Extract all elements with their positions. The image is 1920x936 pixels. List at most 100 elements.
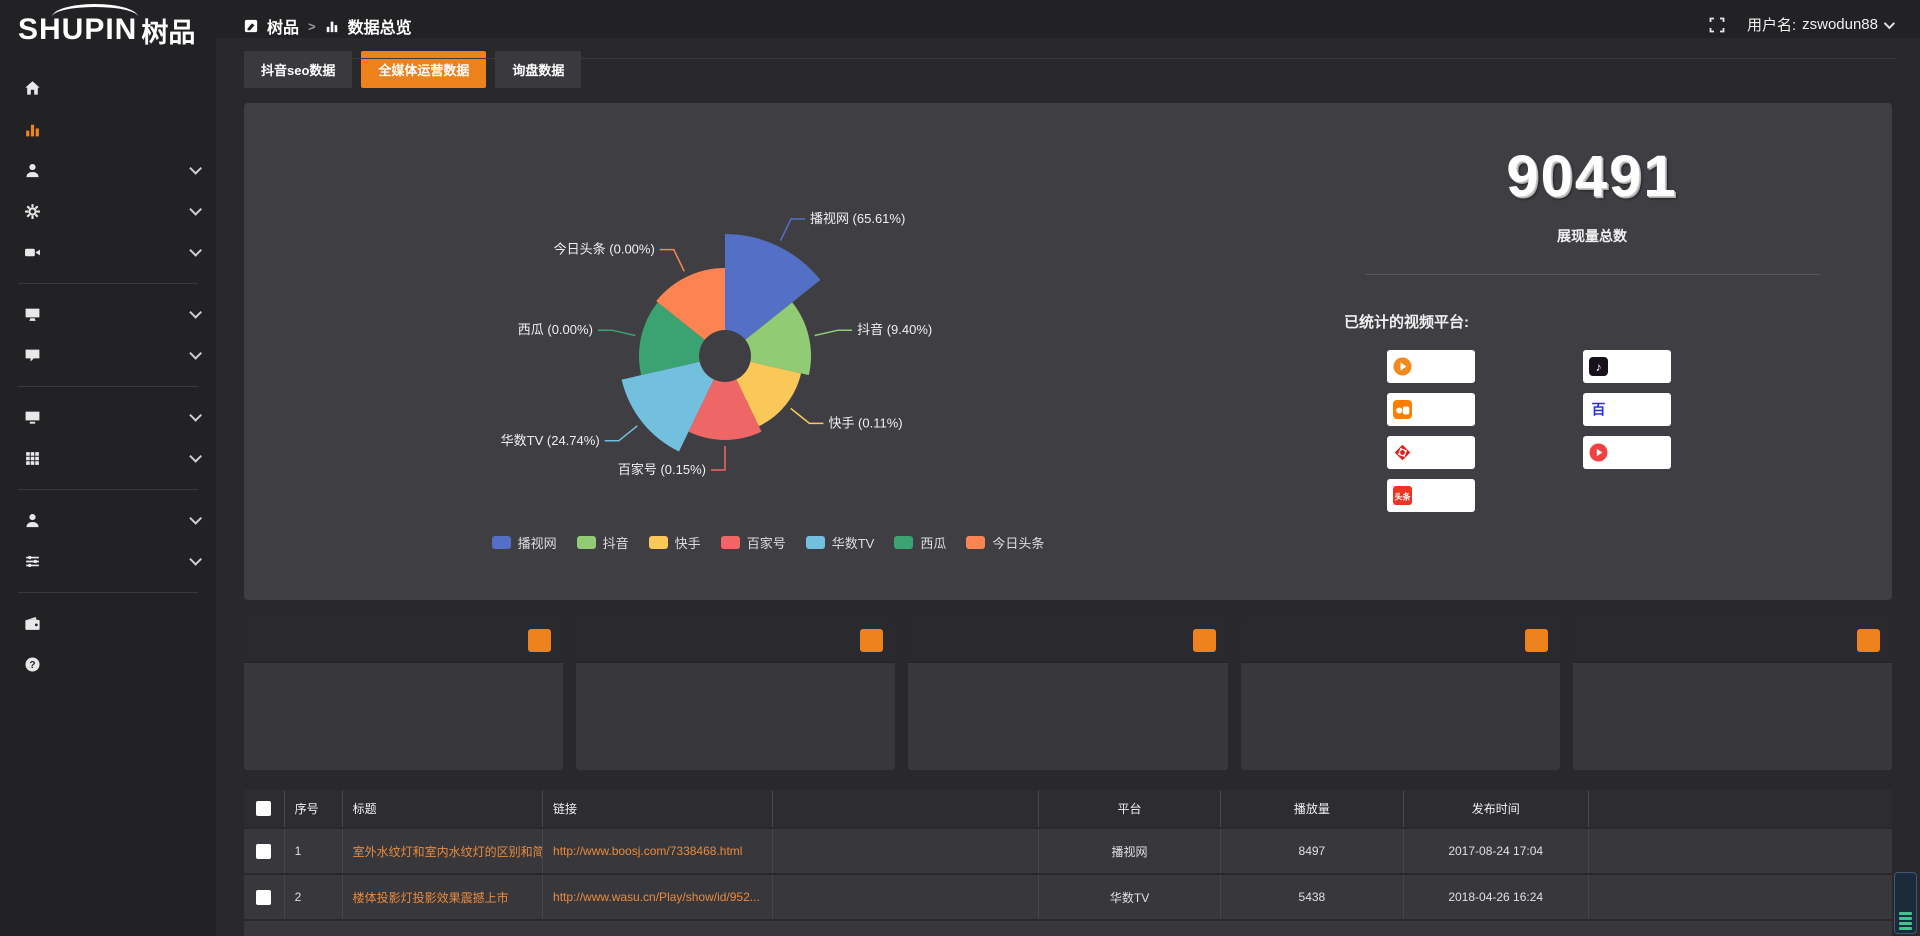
username-value: zswodun88 <box>1802 16 1878 33</box>
total-badge[interactable] <box>528 628 552 652</box>
stat-card-body <box>576 663 896 770</box>
chevron-down-icon <box>189 203 202 216</box>
fullscreen-icon[interactable] <box>1709 17 1725 33</box>
pie-slice-百家号[interactable] <box>688 379 762 440</box>
floating-widget[interactable] <box>1894 872 1917 934</box>
platform-badge-toutiao[interactable]: 头条 <box>1387 479 1475 512</box>
total-badge[interactable] <box>1857 628 1881 652</box>
row-checkbox[interactable] <box>256 843 272 859</box>
breadcrumb-root[interactable]: 树品 <box>267 20 300 37</box>
stat-card-header <box>908 618 1228 663</box>
legend-swatch <box>491 536 511 549</box>
legend-item-今日头条[interactable]: 今日头条 <box>966 533 1044 552</box>
breadcrumb-current: 数据总览 <box>347 20 412 37</box>
sidebar-divider <box>18 283 198 284</box>
platform-badge-douyin[interactable]: ♪ <box>1583 350 1671 383</box>
video-table: 序号 标题 链接 平台 播放量 发布时间 1 室外水纹灯和室内水纹灯的区别和简介… <box>244 790 1892 936</box>
video-title-link[interactable]: 楼体投影灯投影效果震撼上市 <box>352 890 509 905</box>
row-checkbox[interactable] <box>256 889 272 905</box>
total-badge[interactable] <box>860 628 884 652</box>
pie-slice-今日头条[interactable] <box>656 268 725 340</box>
main-area: 树品 > 数据总览 用户名: zswodun88 <box>216 0 1920 936</box>
topbar-right: 用户名: zswodun88 <box>1709 14 1896 35</box>
breadcrumb-separator: > <box>308 18 316 34</box>
cell-title: 室外水纹灯和室内水纹灯的区别和简介 <box>342 828 544 874</box>
tab-media-operation-data[interactable]: 全媒体运营数据 <box>361 51 487 88</box>
sidebar-item-data-overview[interactable] <box>0 109 216 150</box>
pie-slice-华数TV[interactable] <box>621 361 714 452</box>
overview-panel: 播视网 (65.61%) 抖音 (9.40%) 快手 (0.11%) 百家号 (0.1… <box>244 103 1892 600</box>
toutiao-icon: 头条 <box>1393 486 1412 505</box>
select-all-checkbox[interactable] <box>256 801 272 817</box>
tab-inquiry-data[interactable]: 询盘数据 <box>495 51 582 88</box>
pie-label-line <box>711 446 726 471</box>
user-chevron-icon <box>1883 17 1896 29</box>
stat-card-header <box>1240 618 1560 663</box>
sidebar-item-clue-monitor[interactable] <box>0 541 216 582</box>
pie-label-line <box>597 329 636 337</box>
row-checkbox-cell <box>244 874 285 920</box>
total-badge[interactable] <box>1524 628 1548 652</box>
cell-spacer <box>772 828 1039 874</box>
legend-item-抖音[interactable]: 抖音 <box>576 533 629 552</box>
table-row: 2 楼体投影灯投影效果震撼上市 http://www.wasu.cn/Play/… <box>244 874 1892 920</box>
legend-label: 抖音 <box>602 536 629 551</box>
platform-badge-kuaishou[interactable] <box>1387 393 1475 426</box>
legend-item-快手[interactable]: 快手 <box>648 533 701 552</box>
cell-time: 2018-04-26 16:24 <box>1403 874 1589 920</box>
pie-label: 今日头条 (0.00%) <box>554 242 655 257</box>
sidebar-item-media-operation[interactable] <box>0 397 216 438</box>
total-badge[interactable] <box>1192 628 1216 652</box>
platform-badge-baijiahao[interactable]: 百 <box>1583 393 1671 426</box>
pie-label: 西瓜 (0.00%) <box>518 322 593 337</box>
home-icon <box>24 80 42 98</box>
header-checkbox-cell <box>244 790 285 828</box>
pie-slice-抖音[interactable] <box>745 302 811 376</box>
legend-swatch <box>894 536 914 549</box>
video-title-link[interactable]: 室外水纹灯和室内水纹灯的区别和简介 <box>352 844 543 859</box>
pie-slice-快手[interactable] <box>736 361 802 427</box>
app-logo[interactable]: SHUPIN 树品 <box>0 0 216 60</box>
header-platform: 平台 <box>1038 790 1222 828</box>
user-menu[interactable]: 用户名: zswodun88 <box>1747 14 1896 35</box>
chevron-down-icon <box>189 162 202 175</box>
header-no: 序号 <box>284 790 343 828</box>
sidebar-item-video-publish[interactable] <box>0 232 216 273</box>
sidebar-item-account-manage[interactable] <box>0 150 216 191</box>
legend-item-百家号[interactable]: 百家号 <box>720 533 786 552</box>
data-tabs: 抖音seo数据 全媒体运营数据 询盘数据 <box>216 38 1920 88</box>
legend-item-西瓜[interactable]: 西瓜 <box>894 533 946 552</box>
tab-douyin-seo-data[interactable]: 抖音seo数据 <box>244 51 353 88</box>
pie-slice-播视网[interactable] <box>725 234 821 340</box>
total-impressions-label: 展现量总数 <box>1557 228 1627 244</box>
svg-text:♪: ♪ <box>1596 360 1602 374</box>
sidebar-item-douketong[interactable] <box>0 335 216 376</box>
pie-label: 百家号 (0.15%) <box>618 462 706 477</box>
pie-slice-西瓜[interactable] <box>639 302 705 376</box>
sidebar-item-douyin-seo[interactable] <box>0 191 216 232</box>
chart-legend: 播视网 抖音 快手 百家号 华数TV 西瓜 今日头条 <box>244 533 1292 552</box>
stat-card-body <box>908 663 1228 770</box>
sidebar-item-matrix-boost[interactable] <box>0 438 216 479</box>
sidebar-item-member-baoke[interactable] <box>0 500 216 541</box>
sidebar-item-home[interactable] <box>0 68 216 109</box>
video-url-link[interactable]: http://www.wasu.cn/Play/show/id/952... <box>553 890 760 904</box>
platform-badge-boosj[interactable] <box>1387 350 1475 383</box>
pie-label-line <box>604 425 638 442</box>
stat-card-video-count <box>244 618 564 770</box>
video-url-link[interactable]: http://www.boosj.com/7338468.html <box>553 844 743 858</box>
sidebar-item-video-heating[interactable] <box>0 294 216 335</box>
sidebar-item-consume-detail[interactable] <box>0 603 216 644</box>
summary-divider <box>1364 274 1820 275</box>
platform-badge-xigua[interactable] <box>1583 436 1671 469</box>
platform-badge-wasu[interactable] <box>1387 436 1475 469</box>
user-icon <box>24 162 42 180</box>
legend-item-播视网[interactable]: 播视网 <box>491 533 557 552</box>
logo-text-cn: 树品 <box>141 17 196 48</box>
legend-item-华数TV[interactable]: 华数TV <box>805 533 874 552</box>
total-impressions-value: 90491 <box>1506 144 1678 209</box>
sidebar-item-operation-guide[interactable]: ? <box>0 644 216 685</box>
cell-platform: 华数TV <box>1038 874 1222 920</box>
stat-card-body <box>244 663 564 770</box>
legend-swatch <box>576 536 596 549</box>
